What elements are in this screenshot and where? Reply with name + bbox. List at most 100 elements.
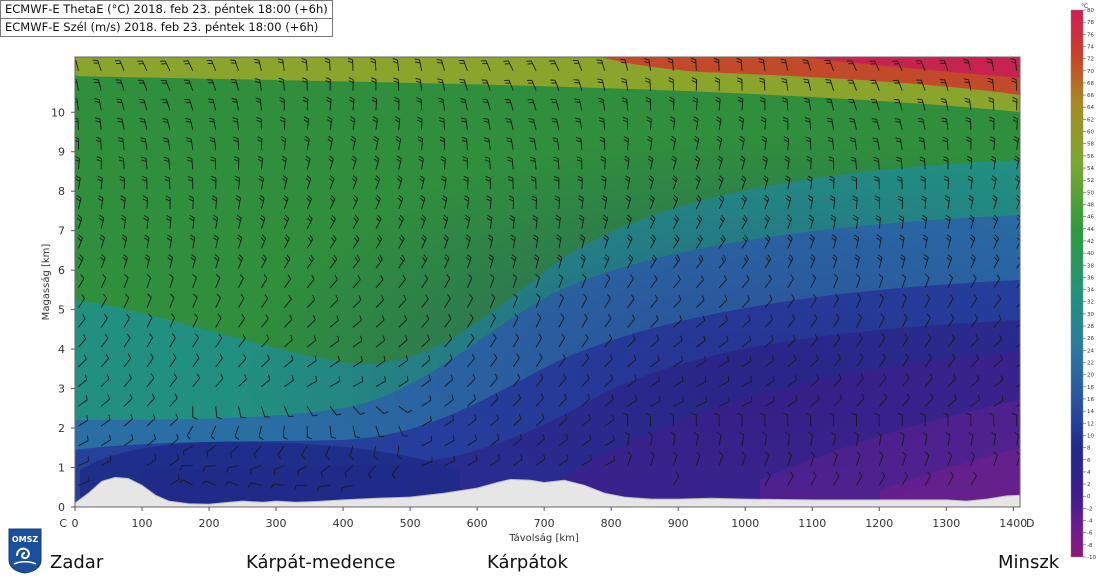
wind-barb <box>829 195 836 210</box>
colorbar-tick-label: 38 <box>1087 263 1094 269</box>
wind-barb <box>100 254 106 269</box>
wind-barb <box>398 314 408 328</box>
wind-barb <box>965 117 972 131</box>
wind-barb <box>398 274 406 289</box>
wind-barb <box>826 98 835 111</box>
wind-barb <box>737 96 744 111</box>
wind-barb <box>856 373 864 387</box>
wind-barb <box>741 335 752 348</box>
wind-barb <box>301 445 308 460</box>
wind-barb <box>627 374 637 387</box>
terrain-profile <box>75 476 1020 507</box>
wind-barb <box>922 234 928 249</box>
wind-barb <box>1013 136 1019 150</box>
wind-barb <box>668 77 674 91</box>
wind-barb <box>512 373 521 387</box>
colorbar-tick-label: 10 <box>1087 433 1094 439</box>
x-tick-label: 0 <box>72 517 79 530</box>
colorbar-tick-label: 44 <box>1087 227 1094 233</box>
wind-barb <box>100 273 107 289</box>
wind-barb <box>467 455 478 466</box>
wind-barb <box>695 451 701 466</box>
colorbar-tick-label: 18 <box>1087 385 1094 391</box>
wind-barb <box>75 175 81 190</box>
wind-barb <box>78 415 89 427</box>
wind-barb <box>261 294 269 308</box>
wind-barb <box>99 234 105 249</box>
wind-barb <box>96 156 102 170</box>
wind-barb <box>917 98 926 111</box>
wind-barb <box>529 156 537 170</box>
wind-barb <box>144 234 150 249</box>
wind-barb <box>375 254 383 269</box>
wind-barb <box>283 214 290 229</box>
wind-barb <box>947 451 953 466</box>
legend-wind: ECMWF-E Szél (m/s) 2018. feb 23. péntek … <box>1 18 332 36</box>
wind-barb <box>305 155 311 170</box>
wind-barb <box>461 136 468 150</box>
wind-barb <box>668 412 674 427</box>
wind-barb <box>945 432 951 446</box>
wind-barb <box>260 234 267 249</box>
wind-barb <box>696 335 706 348</box>
wind-barb <box>146 273 152 289</box>
wind-barb <box>210 425 217 441</box>
wind-barb <box>896 156 903 170</box>
colorbar-tick-label: 56 <box>1087 154 1094 160</box>
wind-barb <box>374 175 381 190</box>
wind-barb <box>1016 343 1020 348</box>
wind-barb <box>924 293 931 308</box>
wind-barb <box>255 97 262 111</box>
wind-barb <box>603 234 609 249</box>
wind-barb <box>741 195 747 210</box>
wind-barb <box>444 294 451 308</box>
wind-barb <box>764 395 775 407</box>
wind-barb <box>581 394 591 407</box>
wind-barb <box>348 77 354 91</box>
wind-barb <box>512 293 518 308</box>
wind-barb <box>233 136 239 150</box>
wind-barb <box>320 465 331 478</box>
wind-barb <box>627 314 636 328</box>
wind-barb <box>918 137 926 150</box>
colorbar-tick-label: 28 <box>1087 324 1094 330</box>
wind-barb <box>230 59 239 71</box>
wind-barb <box>215 333 223 348</box>
wind-barb <box>670 135 677 150</box>
x-axis: 0 100 200 300 400 500 600 700 800 900 1000 1100 1200… <box>72 507 1027 530</box>
wind-barb <box>215 373 224 387</box>
wind-barb <box>741 274 750 289</box>
wind-barb <box>489 353 498 368</box>
wind-barb <box>306 315 316 328</box>
wind-barb <box>916 79 926 91</box>
wind-barb <box>764 214 770 229</box>
wind-barb <box>581 373 590 387</box>
wind-barb <box>486 195 492 210</box>
wind-barb <box>531 195 537 210</box>
wind-barb <box>893 99 903 111</box>
colorbar-tick-label: 80 <box>1087 8 1094 14</box>
wind-barb <box>989 136 996 150</box>
y-tick-label: 2 <box>58 422 65 435</box>
wind-barb <box>398 355 409 368</box>
wind-barb <box>119 175 125 190</box>
svg-text:OMSZ: OMSZ <box>12 535 39 544</box>
wind-barb <box>572 60 583 71</box>
wind-barb <box>230 78 239 91</box>
wind-barb <box>550 79 560 91</box>
wind-barb <box>695 295 705 309</box>
wind-barb <box>673 254 681 269</box>
wind-barb <box>847 79 857 91</box>
wind-barb <box>93 78 102 91</box>
wind-barb <box>947 394 957 407</box>
wind-barb <box>648 175 655 190</box>
wind-barb <box>260 406 270 418</box>
wind-barb <box>483 137 491 150</box>
wind-barb <box>529 137 537 150</box>
wind-barb <box>805 136 812 150</box>
wind-barb <box>398 335 408 348</box>
wind-barb <box>352 406 366 415</box>
wind-barb <box>856 451 861 466</box>
wind-barb <box>459 79 468 91</box>
wind-barb <box>146 353 154 368</box>
